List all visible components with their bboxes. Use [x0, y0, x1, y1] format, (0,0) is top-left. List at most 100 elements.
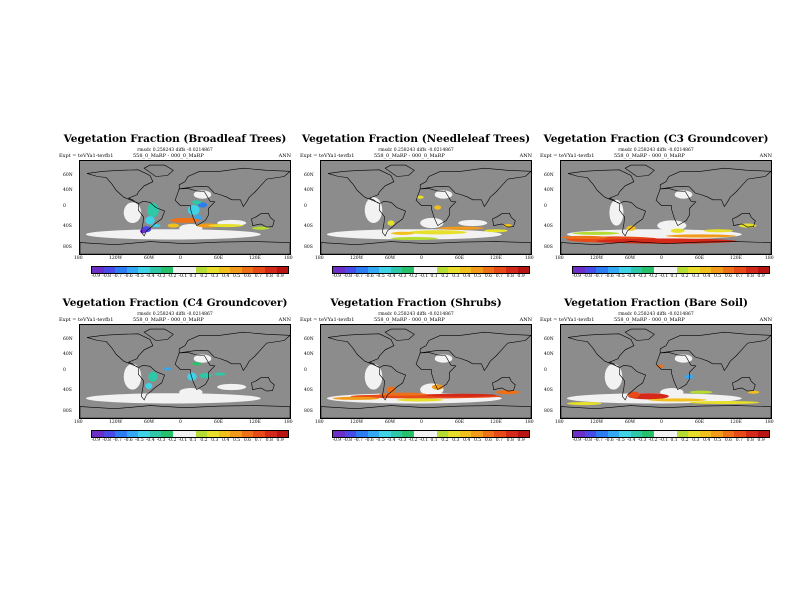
x-tick-label: 120W: [590, 420, 604, 425]
x-tick-label: 60W: [625, 420, 636, 425]
anomaly-cell: [187, 204, 200, 216]
colorbar-label: -0.9: [91, 438, 101, 443]
y-tick-label: 40S: [304, 388, 313, 394]
colorbar-swatch: [482, 267, 495, 273]
no-change-region: [123, 202, 142, 223]
colorbar-swatch: [642, 267, 654, 273]
map-panel: Vegetation Fraction (C3 Groundcover) rmsd…: [536, 133, 776, 303]
anomaly-cell: [145, 216, 155, 225]
colorbar-label: -0.8: [102, 274, 112, 279]
x-tick-label: 0: [179, 420, 182, 425]
anomaly-cell: [164, 367, 171, 371]
colorbar-label: 0.7: [495, 274, 503, 279]
colorbar-label: -0.2: [408, 274, 418, 279]
colorbar-label: -0.6: [605, 274, 614, 279]
colorbar: [332, 430, 530, 438]
colorbar-swatch: [653, 267, 666, 273]
panel-title: Vegetation Fraction (Shrubs): [330, 297, 502, 309]
x-tick-label: 180: [284, 420, 293, 425]
map-svg: [561, 164, 771, 254]
map-panel: Vegetation Fraction (Bare Soil) rmsdc 0.2…: [536, 297, 776, 467]
colorbar-swatch: [126, 431, 139, 437]
panel-season: ANN: [519, 153, 532, 159]
panel-season: ANN: [519, 317, 532, 323]
colorbar-swatch: [379, 267, 391, 273]
colorbar-label: -0.5: [376, 438, 385, 443]
anomaly-cell: [503, 224, 513, 228]
y-tick-label: 40S: [63, 388, 72, 394]
x-tick-label: 120E: [730, 256, 742, 261]
y-tick-label: 40N: [304, 188, 314, 193]
anomaly-cell: [332, 396, 380, 400]
colorbar-swatch: [573, 267, 585, 273]
y-tick-label: 80S: [304, 244, 313, 250]
y-tick-label: 40N: [63, 352, 73, 357]
coastline: [624, 164, 655, 177]
no-change-region: [364, 197, 383, 223]
colorbar-label: 0.6: [724, 274, 733, 279]
map-panel: Vegetation Fraction (Needleleaf Trees) rm…: [296, 133, 536, 303]
colorbar-swatch: [630, 267, 643, 273]
colorbar-label: -0.3: [397, 274, 407, 279]
colorbar-label: -0.9: [332, 438, 342, 443]
colorbar-label: -0.7: [113, 274, 122, 279]
anomaly-cell: [666, 234, 736, 238]
map-plot: [320, 160, 532, 255]
coastline: [378, 364, 406, 401]
map-panel: Vegetation Fraction (Shrubs) rmsdc 0.2582…: [296, 297, 536, 467]
colorbar-label: -0.7: [594, 438, 603, 443]
y-tick-label: 0: [63, 367, 66, 373]
x-tick-label: 120E: [249, 256, 261, 261]
x-tick-label: 0: [660, 256, 663, 261]
colorbar-swatch: [619, 267, 631, 273]
x-tick-label: 120E: [730, 420, 742, 425]
y-tick-label: 0: [63, 203, 66, 209]
colorbar-label: -0.8: [583, 438, 593, 443]
x-tick-label: 60E: [455, 420, 465, 425]
panel-season: ANN: [278, 317, 291, 323]
colorbar-swatch: [699, 431, 712, 437]
y-tick-label: 80S: [544, 244, 553, 250]
y-tick-label: 40N: [63, 188, 73, 193]
colorbar-label: 0.5: [474, 438, 482, 443]
colorbar-label: -0.3: [637, 438, 647, 443]
y-tick-label: 80S: [63, 408, 72, 414]
colorbar-label: 0.7: [495, 438, 503, 443]
anomaly-cell: [747, 390, 760, 394]
colorbar-swatch: [642, 431, 654, 437]
coastline: [415, 188, 457, 227]
anomaly-cell: [703, 229, 734, 233]
colorbar-label: 0.8: [506, 274, 514, 279]
colorbar-swatch: [757, 267, 770, 273]
colorbar-swatch: [505, 267, 518, 273]
colorbar-label: 0.8: [746, 274, 754, 279]
coastline: [174, 352, 216, 391]
colorbar-label: 0.1: [189, 438, 197, 443]
colorbar-label: -0.7: [113, 438, 122, 443]
anomaly-cell: [484, 229, 508, 233]
coastline: [327, 169, 395, 204]
x-tick-label: 180: [765, 256, 774, 261]
colorbar-label: 0.4: [463, 274, 471, 279]
coastline: [492, 212, 516, 228]
colorbar-label: 0.6: [243, 274, 252, 279]
colorbar-label: -0.9: [572, 438, 582, 443]
panel-runs: 558_0_MaRP - 000_0_MaRP: [614, 153, 685, 159]
coastline: [659, 331, 771, 372]
colorbar-label: -0.7: [594, 274, 603, 279]
x-tick-label: 60W: [385, 256, 396, 261]
x-tick-label: 60E: [214, 420, 224, 425]
colorbar-label: -0.5: [616, 274, 625, 279]
anomaly-cell: [145, 382, 153, 390]
colorbar-label: 0.4: [703, 438, 711, 443]
colorbar-label: -0.1: [659, 438, 669, 443]
panel-expt: Expt = teVYa1-tevfb1: [540, 153, 595, 159]
colorbar-label: 0.4: [463, 438, 471, 443]
anomaly-cell: [187, 372, 197, 381]
colorbar-label: 0.9: [757, 438, 765, 443]
anomaly-cell: [386, 386, 396, 393]
colorbar-swatch: [676, 431, 689, 437]
coastline: [137, 364, 165, 401]
colorbar-swatch: [619, 431, 631, 437]
panel-title: Vegetation Fraction (Bare Soil): [564, 297, 748, 309]
